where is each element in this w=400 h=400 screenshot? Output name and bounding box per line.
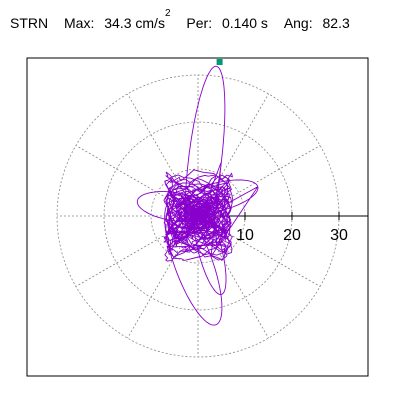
period-label: Per: <box>186 15 213 31</box>
grid-spoke <box>75 145 199 217</box>
grid-spoke <box>127 215 199 339</box>
radial-tick-label: 10 <box>236 227 254 244</box>
max-unit: cm/s <box>135 15 165 31</box>
angle-label: Ang: <box>283 15 313 31</box>
radial-tick-label: 20 <box>283 227 301 244</box>
grid-spoke <box>197 215 321 287</box>
max-label: Max: <box>64 15 95 31</box>
angle-value: 82.3 <box>322 15 350 31</box>
grid-spoke <box>127 93 199 217</box>
radial-tick-label: 30 <box>330 227 348 244</box>
grid-spoke <box>197 93 269 217</box>
station-code: STRN <box>10 15 49 31</box>
plot-frame <box>26 57 369 377</box>
grid-spoke <box>197 145 321 217</box>
grid-spoke <box>75 215 199 287</box>
radial-tick-labels: 10 20 30 <box>236 227 348 244</box>
peak-marker <box>216 59 223 65</box>
max-unit-exponent: 2 <box>164 8 171 20</box>
period-value: 0.140 s <box>221 15 268 31</box>
chart-header: STRN Max: 34.3 cm/s2 Per: 0.140 s Ang: 8… <box>10 9 350 31</box>
max-value: 34.3 <box>104 15 132 31</box>
grid-spoke <box>197 215 269 339</box>
particle-motion-trace <box>136 65 259 326</box>
